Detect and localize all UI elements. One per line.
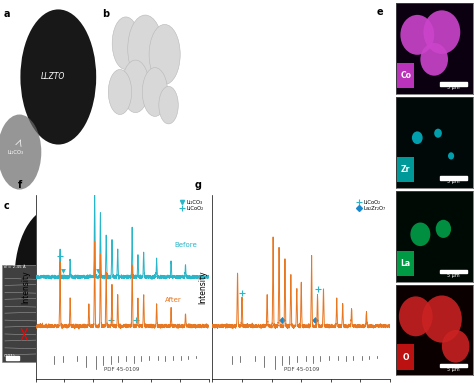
Circle shape bbox=[399, 296, 433, 336]
Text: 1 μm: 1 μm bbox=[66, 177, 80, 182]
Y-axis label: Intensity: Intensity bbox=[21, 270, 30, 304]
Circle shape bbox=[153, 272, 192, 347]
Text: d: d bbox=[102, 201, 109, 211]
Bar bbox=[397, 344, 414, 370]
Text: 5 μm: 5 μm bbox=[447, 179, 460, 184]
Legend: Li₂CO₃, LiCoO₂: Li₂CO₃, LiCoO₂ bbox=[178, 198, 206, 213]
Bar bbox=[397, 250, 414, 276]
Circle shape bbox=[422, 295, 462, 343]
Circle shape bbox=[101, 208, 144, 291]
Bar bbox=[440, 270, 467, 273]
Text: Li₂CO₃: Li₂CO₃ bbox=[8, 149, 24, 155]
Circle shape bbox=[149, 25, 180, 85]
Bar bbox=[440, 82, 467, 86]
Text: 5 μm: 5 μm bbox=[447, 367, 460, 372]
Circle shape bbox=[108, 287, 143, 355]
Text: Before: Before bbox=[174, 242, 197, 249]
Bar bbox=[397, 63, 414, 88]
Text: 5 μm: 5 μm bbox=[165, 369, 179, 374]
Circle shape bbox=[128, 15, 163, 83]
Circle shape bbox=[401, 15, 434, 55]
Circle shape bbox=[423, 10, 460, 54]
Circle shape bbox=[131, 203, 183, 304]
Text: f: f bbox=[18, 180, 22, 190]
Text: (101): (101) bbox=[4, 354, 16, 358]
Text: 5 μm: 5 μm bbox=[447, 273, 460, 278]
Text: La: La bbox=[401, 259, 411, 268]
Circle shape bbox=[420, 43, 448, 76]
Text: c: c bbox=[4, 201, 9, 211]
Bar bbox=[60, 363, 87, 368]
Text: e: e bbox=[376, 7, 383, 17]
Text: LiCoO₂: LiCoO₂ bbox=[59, 208, 86, 225]
Text: Zr: Zr bbox=[401, 165, 410, 174]
Circle shape bbox=[448, 152, 454, 160]
Bar bbox=[440, 176, 467, 180]
Bar bbox=[440, 363, 467, 367]
Circle shape bbox=[122, 60, 149, 113]
Text: 2 nm: 2 nm bbox=[8, 358, 18, 362]
Circle shape bbox=[112, 17, 139, 69]
Bar bbox=[6, 356, 19, 360]
Circle shape bbox=[410, 223, 430, 246]
Circle shape bbox=[434, 129, 442, 138]
Text: g: g bbox=[194, 180, 201, 190]
Text: 5 μm: 5 μm bbox=[447, 85, 460, 90]
Text: b: b bbox=[102, 10, 109, 20]
Bar bbox=[397, 157, 414, 182]
Circle shape bbox=[442, 330, 470, 363]
Text: 0.5 μm: 0.5 μm bbox=[65, 369, 82, 374]
Text: d = 2.45 Å: d = 2.45 Å bbox=[4, 265, 26, 270]
Ellipse shape bbox=[0, 115, 41, 190]
Circle shape bbox=[142, 67, 168, 116]
Text: a: a bbox=[4, 10, 10, 20]
Bar bbox=[159, 172, 186, 177]
Ellipse shape bbox=[20, 10, 96, 144]
Y-axis label: Intensity: Intensity bbox=[198, 270, 207, 304]
Text: PDF 45-0109: PDF 45-0109 bbox=[104, 367, 140, 372]
Text: 5 μm: 5 μm bbox=[165, 177, 179, 182]
Text: O: O bbox=[402, 353, 409, 362]
Text: LLZTO: LLZTO bbox=[63, 249, 85, 266]
Circle shape bbox=[159, 87, 178, 124]
Text: PDF 45-0109: PDF 45-0109 bbox=[283, 367, 319, 372]
Circle shape bbox=[436, 220, 451, 238]
Legend: LiCoO₂, La₂Zr₂O₇: LiCoO₂, La₂Zr₂O₇ bbox=[354, 198, 387, 213]
Text: After: After bbox=[165, 296, 182, 303]
Circle shape bbox=[412, 131, 423, 144]
Bar bbox=[159, 363, 186, 368]
Circle shape bbox=[108, 69, 132, 115]
Ellipse shape bbox=[15, 208, 92, 348]
Text: LLZTO: LLZTO bbox=[41, 72, 65, 82]
Text: Co: Co bbox=[400, 71, 411, 80]
Bar bbox=[2, 265, 43, 362]
Bar bbox=[61, 172, 85, 177]
